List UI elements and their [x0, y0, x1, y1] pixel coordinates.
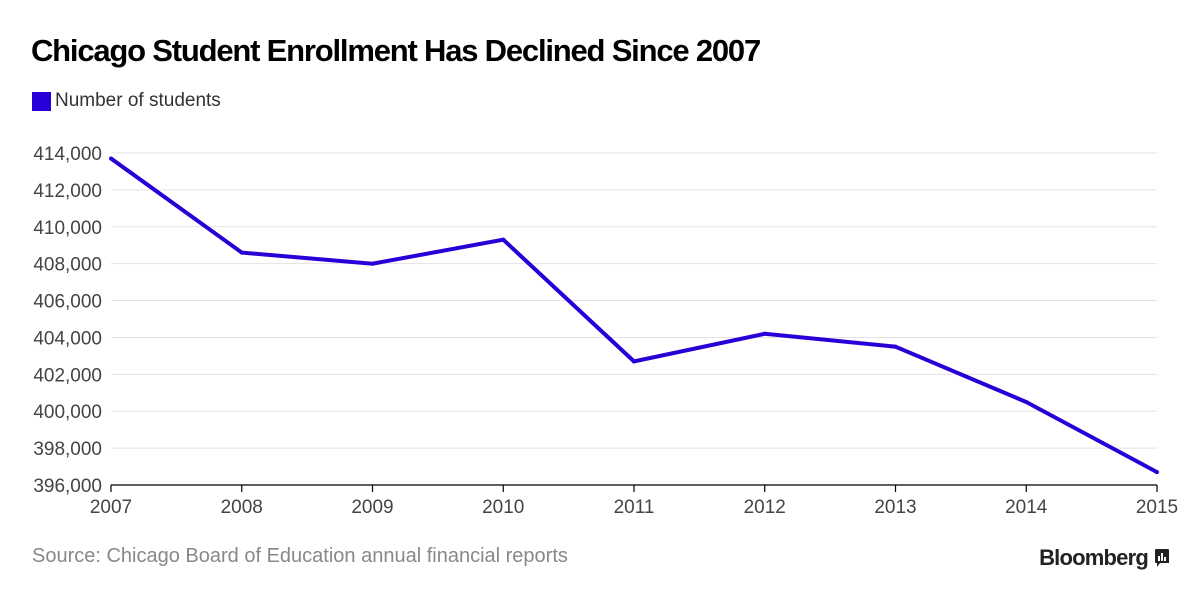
- x-axis: 2007 2008 2009 2010 2011 2012 2013 2014 2015: [90, 484, 1178, 518]
- source-note: Source: Chicago Board of Education annua…: [32, 545, 568, 567]
- x-tick-label: 2013: [874, 497, 916, 518]
- x-tick-label: 2010: [482, 497, 524, 518]
- x-tick-label: 2014: [1005, 497, 1048, 518]
- y-tick-label: 408,000: [33, 255, 102, 276]
- legend-label: Number of students: [55, 90, 221, 111]
- y-tick-label: 414,000: [33, 144, 102, 165]
- data-point: [1155, 470, 1159, 475]
- y-tick-label: 404,000: [33, 328, 102, 349]
- gridlines: [111, 152, 1157, 449]
- x-tick-label: 2009: [351, 497, 393, 518]
- y-axis-tick-labels: 396,000 398,000 400,000 402,000 404,000 406,0…: [33, 144, 102, 497]
- brand-logo: Bloomberg: [1039, 545, 1170, 571]
- y-tick-label: 410,000: [33, 218, 102, 239]
- series-layer: [109, 156, 1159, 475]
- x-tick-label: 2007: [90, 497, 132, 518]
- x-tick-label: 2012: [744, 497, 786, 518]
- data-point: [762, 331, 767, 336]
- data-point: [239, 250, 244, 255]
- y-tick-label: 406,000: [33, 292, 102, 313]
- legend: Number of students: [32, 90, 221, 112]
- data-point: [370, 261, 375, 266]
- y-tick-label: 396,000: [33, 476, 102, 497]
- data-point: [632, 359, 636, 364]
- y-tick-label: 402,000: [33, 365, 102, 386]
- x-tick-label: 2015: [1136, 497, 1178, 518]
- brand-name: Bloomberg: [1039, 545, 1149, 570]
- data-point: [1024, 400, 1029, 404]
- x-tick-label: 2008: [221, 497, 263, 518]
- y-tick-label: 400,000: [33, 402, 102, 423]
- series-line: [109, 156, 1158, 474]
- legend-swatch: [32, 91, 51, 111]
- y-tick-label: 398,000: [33, 439, 102, 460]
- y-tick-label: 412,000: [33, 181, 102, 202]
- x-tick-label: 2011: [614, 497, 655, 518]
- data-point: [501, 237, 506, 242]
- data-point: [893, 344, 898, 349]
- data-point: [109, 156, 113, 161]
- chart-title: Chicago Student Enrollment Has Declined …: [31, 33, 761, 68]
- bloomberg-terminal-icon: [1155, 549, 1169, 567]
